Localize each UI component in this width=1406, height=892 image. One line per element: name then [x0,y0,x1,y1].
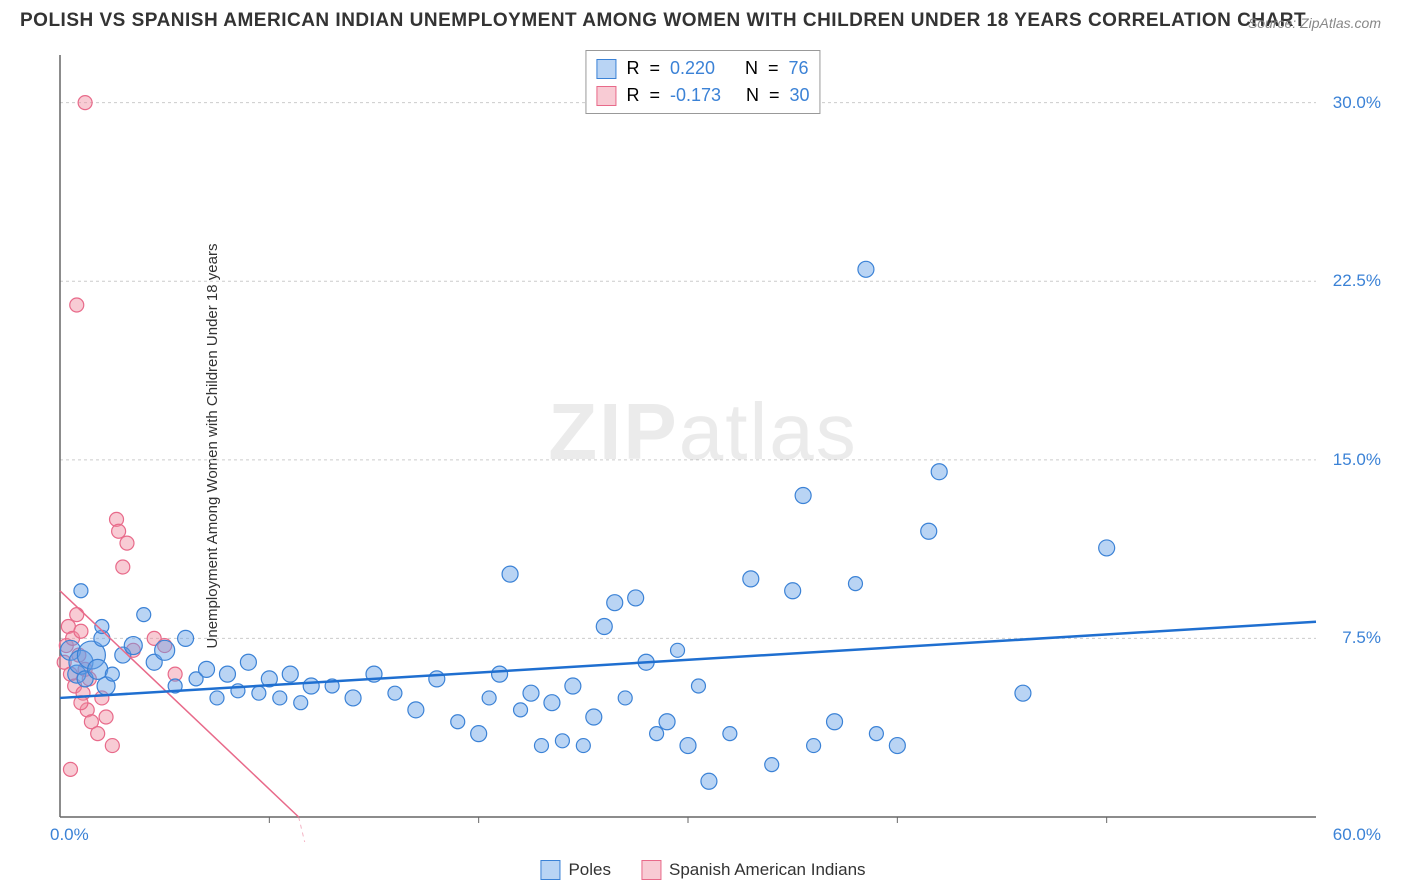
y-tick-label: 22.5% [1333,271,1381,291]
stat-N-label: N [745,55,758,82]
swatch-series2 [596,86,616,106]
stats-row-series1: R = 0.220 N = 76 [596,55,809,82]
stat-R-label: R [626,82,639,109]
x-max-label: 60.0% [1333,825,1381,845]
legend-swatch-2 [641,860,661,880]
stat-N-label: N [746,82,759,109]
legend-label-1: Poles [568,860,611,880]
legend-swatch-1 [540,860,560,880]
legend-label-2: Spanish American Indians [669,860,866,880]
equals: = [769,82,780,109]
y-tick-label: 15.0% [1333,450,1381,470]
y-tick-label: 7.5% [1342,628,1381,648]
chart-title: POLISH VS SPANISH AMERICAN INDIAN UNEMPL… [20,10,1306,32]
equals: = [649,55,660,82]
stat-R-value-1: 0.220 [670,55,715,82]
bottom-legend: Poles Spanish American Indians [540,860,865,880]
stats-legend-box: R = 0.220 N = 76 R = -0.173 N = 30 [585,50,820,114]
legend-item-2: Spanish American Indians [641,860,866,880]
scatter-plot-svg [50,50,1386,842]
x-origin-label: 0.0% [50,825,89,845]
equals: = [649,82,660,109]
swatch-series1 [596,59,616,79]
stats-row-series2: R = -0.173 N = 30 [596,82,809,109]
legend-item-1: Poles [540,860,611,880]
stat-R-value-2: -0.173 [670,82,721,109]
stat-N-value-1: 76 [789,55,809,82]
stat-N-value-2: 30 [790,82,810,109]
y-tick-label: 30.0% [1333,93,1381,113]
source-label: Source: ZipAtlas.com [1248,15,1381,31]
chart-area [50,50,1386,842]
stat-R-label: R [626,55,639,82]
equals: = [768,55,779,82]
